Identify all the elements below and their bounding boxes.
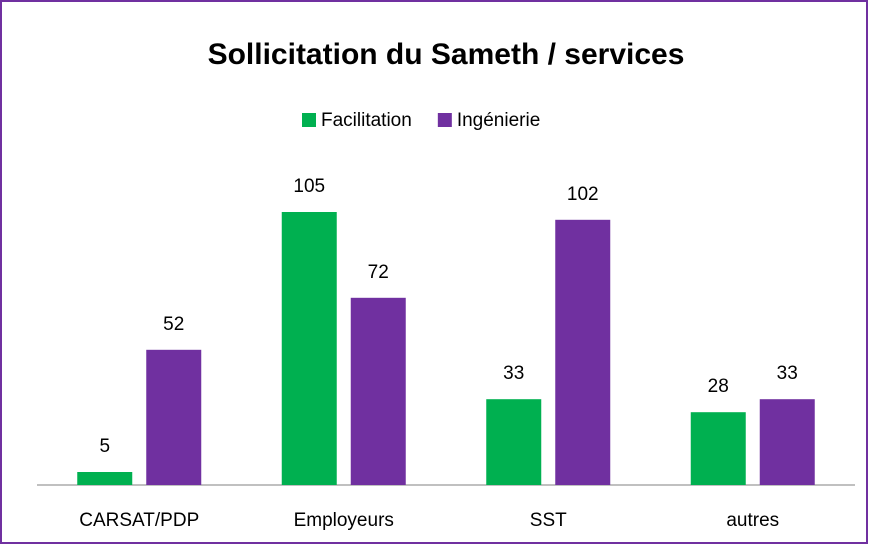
data-label: 72 xyxy=(368,262,389,283)
bar xyxy=(77,472,133,485)
data-label: 33 xyxy=(503,363,524,384)
bar xyxy=(146,349,202,485)
bar xyxy=(759,399,815,485)
legend-label: Ingénierie xyxy=(457,110,540,131)
legend-swatch xyxy=(302,113,316,127)
data-label: 28 xyxy=(708,376,729,397)
bar xyxy=(281,212,337,485)
data-label: 102 xyxy=(567,184,599,205)
chart-title: Sollicitation du Sameth / services xyxy=(208,38,685,71)
bar xyxy=(690,412,746,485)
bar xyxy=(350,297,406,485)
legend-swatch xyxy=(437,113,452,127)
data-label: 33 xyxy=(777,363,798,384)
x-tick-label: autres xyxy=(726,510,779,531)
data-label: 5 xyxy=(99,436,110,457)
data-label: 105 xyxy=(293,176,325,197)
legend-label: Facilitation xyxy=(321,110,412,131)
bar xyxy=(555,219,611,486)
x-tick-label: SST xyxy=(530,510,567,531)
data-label: 52 xyxy=(163,314,184,335)
x-tick-label: CARSAT/PDP xyxy=(79,510,199,531)
bar xyxy=(486,399,542,485)
x-tick-label: Employeurs xyxy=(294,510,394,531)
